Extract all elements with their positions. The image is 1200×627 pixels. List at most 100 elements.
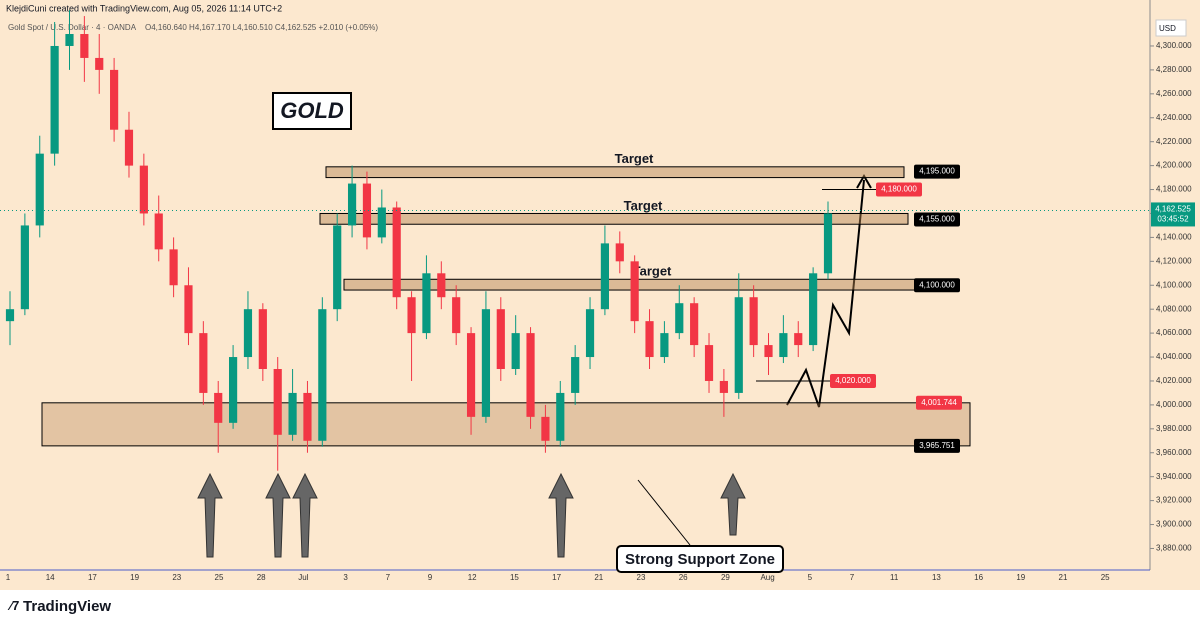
candle-body: [407, 297, 416, 334]
candle-body: [437, 273, 446, 298]
candle-body: [690, 303, 699, 346]
candle-body: [303, 392, 312, 441]
zone-label: Target: [615, 151, 654, 166]
candle-body: [734, 297, 743, 393]
level-label: 4,155.000: [919, 215, 955, 224]
x-tick-label: 19: [1016, 573, 1025, 582]
zone-label: Target: [633, 264, 672, 279]
candle-body: [258, 309, 267, 370]
level-box: [876, 182, 922, 197]
y-tick-label: 4,280.000: [1156, 65, 1192, 74]
y-tick-label: 4,100.000: [1156, 280, 1192, 289]
candle-body: [526, 333, 535, 417]
candle-body: [65, 34, 74, 46]
header: KlejdiCuni created with TradingView.com,…: [6, 3, 282, 13]
candle-body: [749, 297, 758, 346]
y-tick-label: 3,920.000: [1156, 496, 1192, 505]
y-tick-label: 4,300.000: [1156, 41, 1192, 50]
candle-body: [229, 357, 238, 423]
ohlc: O4,160.640 H4,167.170 L4,160.510 C4,162.…: [145, 23, 378, 32]
x-tick-label: 5: [808, 573, 813, 582]
x-tick-label: 29: [721, 573, 730, 582]
x-tick-label: 26: [679, 573, 688, 582]
x-tick-label: 25: [1101, 573, 1110, 582]
y-tick-label: 4,140.000: [1156, 233, 1192, 242]
callout-box: [616, 545, 784, 573]
arrow: [292, 472, 318, 558]
candle-body: [154, 213, 163, 250]
candle-body: [764, 345, 773, 358]
last-price-box: [1151, 202, 1195, 227]
candle-body: [95, 57, 104, 70]
y-tick-label: 4,260.000: [1156, 89, 1192, 98]
background: [0, 0, 1200, 590]
x-tick-label: Aug: [760, 573, 774, 582]
candle-body: [214, 392, 223, 423]
candle-body: [35, 153, 44, 226]
x-tick-label: 16: [974, 573, 983, 582]
level-box: [916, 395, 962, 410]
candle-body: [184, 285, 193, 334]
candle-body: [347, 183, 357, 226]
level-box: [914, 278, 960, 293]
countdown: 03:45:52: [1157, 215, 1189, 224]
y-tick-label: 3,960.000: [1156, 448, 1192, 457]
projection-head: [856, 174, 872, 189]
level-label: 4,180.000: [881, 185, 917, 194]
zone: [319, 212, 909, 225]
candle-body: [318, 309, 327, 441]
x-tick-label: 28: [257, 573, 266, 582]
y-tick-label: 3,880.000: [1156, 544, 1192, 553]
candle-body: [719, 380, 728, 393]
candle-body: [422, 273, 431, 334]
y-tick-label: 4,020.000: [1156, 376, 1192, 385]
y-tick-label: 4,080.000: [1156, 304, 1192, 313]
candle-body: [392, 207, 401, 298]
candle-body: [600, 243, 609, 310]
candle-body: [585, 309, 595, 358]
x-tick-label: 3: [343, 573, 348, 582]
level-label: 4,100.000: [919, 280, 955, 289]
brand: ⁄7 TradingView: [7, 598, 111, 615]
x-tick-label: 19: [130, 573, 139, 582]
x-tick-label: 23: [637, 573, 646, 582]
candle-body: [615, 243, 624, 262]
candle-body: [823, 213, 833, 274]
title: GOLD: [280, 98, 344, 123]
candle-body: [110, 69, 119, 130]
candle-body: [675, 303, 684, 334]
currency: USD: [1159, 24, 1176, 33]
candle-body: [645, 321, 654, 358]
currency-box: [1155, 19, 1187, 37]
candle-body: [362, 183, 372, 238]
title-box: [272, 92, 352, 130]
callout: Strong Support Zone: [625, 551, 775, 568]
candle-body: [630, 261, 639, 322]
x-tick-label: 11: [890, 573, 899, 582]
candle-body: [481, 309, 491, 417]
candle-body: [452, 297, 461, 334]
y-tick-label: 3,940.000: [1156, 472, 1192, 481]
candle-body: [20, 225, 29, 310]
arrows: [197, 472, 746, 558]
x-tick-label: 12: [468, 573, 477, 582]
candle-body: [169, 249, 178, 286]
zone: [325, 166, 905, 179]
x-tick-label: 17: [552, 573, 561, 582]
y-tick-label: 4,180.000: [1156, 185, 1192, 194]
candle-body: [50, 45, 59, 154]
arrow: [265, 472, 291, 558]
x-tick-label: Jul: [298, 573, 308, 582]
candle-body: [704, 345, 714, 381]
footer: [0, 590, 1200, 627]
x-tick-label: 13: [932, 573, 941, 582]
candle-body: [541, 416, 550, 441]
candle-body: [794, 333, 803, 346]
candle-body: [466, 333, 476, 417]
candle-body: [199, 333, 208, 393]
arrow: [197, 472, 223, 558]
candle-body: [139, 165, 148, 214]
y-tick-label: 4,040.000: [1156, 352, 1192, 361]
projection: [786, 179, 865, 408]
